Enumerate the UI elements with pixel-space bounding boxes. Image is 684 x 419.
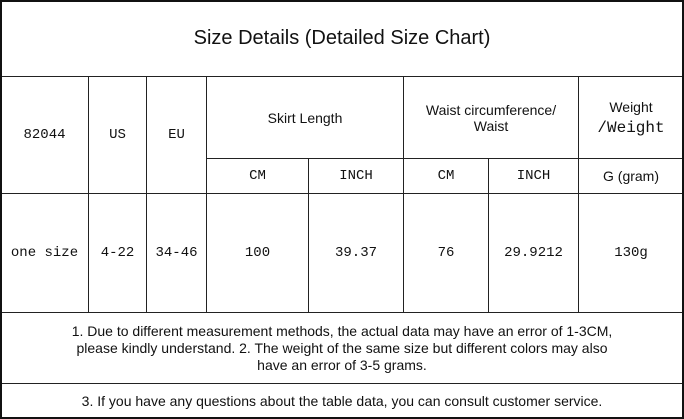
unit-cell: CM bbox=[403, 158, 489, 194]
unit: INCH bbox=[516, 168, 551, 184]
header: Weight bbox=[609, 98, 653, 115]
value: 29.9212 bbox=[504, 245, 563, 261]
header-cell: Skirt Length bbox=[206, 76, 404, 159]
value: one size bbox=[10, 245, 79, 261]
value: 39.37 bbox=[334, 245, 377, 261]
header: /Weight bbox=[597, 118, 665, 137]
note: 1. Due to different measurement methods,… bbox=[71, 322, 613, 373]
value: 76 bbox=[437, 245, 455, 261]
unit-cell: CM bbox=[206, 158, 309, 194]
header-cell: Weight /Weight bbox=[578, 76, 684, 159]
unit-cell: INCH bbox=[488, 158, 579, 194]
header-cell: US bbox=[88, 76, 147, 194]
value: 100 bbox=[244, 245, 271, 261]
header: EU bbox=[168, 127, 185, 143]
unit: INCH bbox=[339, 168, 373, 184]
value: 34-46 bbox=[155, 245, 198, 261]
data-cell: one size bbox=[0, 193, 89, 313]
unit: CM bbox=[437, 168, 455, 184]
data-cell: 130g bbox=[578, 193, 684, 313]
unit: G (gram) bbox=[603, 168, 659, 184]
note: 3. If you have any questions about the t… bbox=[81, 392, 603, 409]
data-cell: 76 bbox=[403, 193, 489, 313]
header: US bbox=[109, 127, 126, 143]
data-cell: 34-46 bbox=[146, 193, 207, 313]
note-cell: 1. Due to different measurement methods,… bbox=[0, 312, 684, 384]
data-cell: 29.9212 bbox=[488, 193, 579, 313]
unit-cell: G (gram) bbox=[578, 158, 684, 194]
header-cell: 82044 bbox=[0, 76, 89, 194]
note-cell: 3. If you have any questions about the t… bbox=[0, 383, 684, 419]
data-cell: 4-22 bbox=[88, 193, 147, 313]
title: Size Details (Detailed Size Chart) bbox=[193, 27, 491, 49]
unit: CM bbox=[249, 168, 266, 184]
header: 82044 bbox=[23, 127, 66, 143]
data-cell: 100 bbox=[206, 193, 309, 313]
value: 130g bbox=[614, 245, 648, 261]
header-cell: EU bbox=[146, 76, 207, 194]
value: 4-22 bbox=[100, 245, 135, 261]
header: Waist circumference/ Waist bbox=[425, 101, 557, 134]
title-cell: Size Details (Detailed Size Chart) bbox=[0, 0, 684, 77]
unit-cell: INCH bbox=[308, 158, 404, 194]
data-cell: 39.37 bbox=[308, 193, 404, 313]
header: Skirt Length bbox=[267, 109, 343, 126]
header-cell: Waist circumference/ Waist bbox=[403, 76, 579, 159]
